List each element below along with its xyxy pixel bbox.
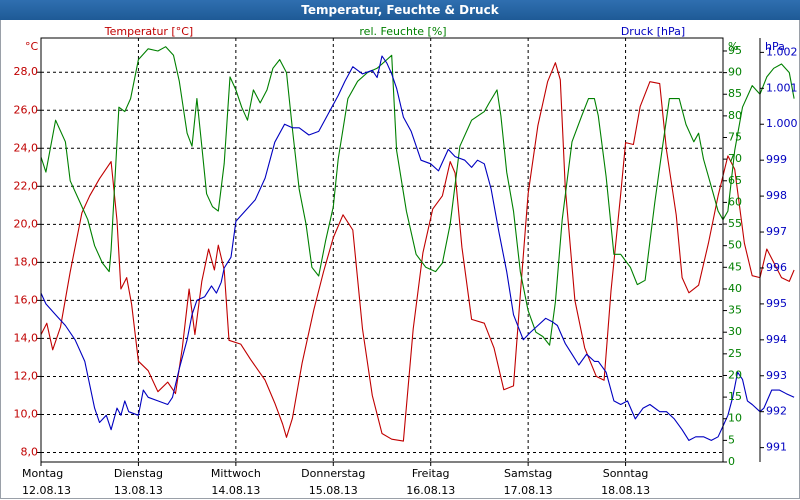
pressure-axis-title: Druck [hPa]	[621, 25, 685, 38]
temperature-tick-label: 26,0	[14, 103, 39, 116]
temperature-tick-label: 10,0	[14, 407, 39, 420]
pressure-tick-label: 994	[766, 333, 787, 346]
humidity-tick-label: 45	[728, 260, 742, 273]
humidity-tick-label: 90	[728, 66, 742, 79]
series-line-pressure	[40, 55, 795, 441]
x-tick-date: 14.08.13	[211, 484, 260, 497]
temperature-tick-label: 16,0	[14, 293, 39, 306]
x-tick-day: Dienstag	[114, 467, 163, 480]
grid	[41, 38, 723, 462]
x-tick-date: 16.08.13	[406, 484, 455, 497]
series-layer	[40, 46, 795, 442]
pressure-unit-label: hPa	[765, 40, 785, 53]
series-line-humidity	[40, 46, 795, 346]
chart-frame: Temperatur [°C] rel. Feuchte [%] Druck […	[0, 20, 800, 499]
temperature-unit-label: °C	[25, 40, 39, 53]
temperature-tick-label: 8,0	[21, 445, 39, 458]
humidity-tick-label: 85	[728, 87, 742, 100]
temperature-tick-label: 28,0	[14, 65, 39, 78]
pressure-tick-label: 999	[766, 153, 787, 166]
humidity-tick-label: 30	[728, 325, 742, 338]
x-tick-date: 12.08.13	[22, 484, 71, 497]
humidity-tick-label: 75	[728, 131, 742, 144]
humidity-ticks: 0 5 10 15 20 25 30 35 40 45 50 55 60 65 70 75 80 85 90 95	[723, 38, 761, 468]
pressure-tick-label: 1.001	[766, 81, 798, 94]
humidity-tick-label: 60	[728, 195, 742, 208]
humidity-tick-label: 80	[728, 109, 742, 122]
window-title: Temperatur, Feuchte & Druck	[0, 0, 800, 20]
plot-border	[40, 37, 724, 463]
temperature-tick-label: 18,0	[14, 255, 39, 268]
x-tick-date: 13.08.13	[114, 484, 163, 497]
humidity-tick-label: 35	[728, 304, 742, 317]
temperature-tick-label: 20,0	[14, 217, 39, 230]
temperature-tick-label: 22,0	[14, 179, 39, 192]
humidity-tick-label: 5	[728, 433, 735, 446]
pressure-tick-label: 1.000	[766, 117, 798, 130]
x-tick-day: Freitag	[412, 467, 450, 480]
chart-svg: Temperatur [°C] rel. Feuchte [%] Druck […	[14, 25, 798, 497]
temperature-tick-label: 14,0	[14, 331, 39, 344]
x-tick-date: 17.08.13	[504, 484, 553, 497]
humidity-tick-label: 20	[728, 368, 742, 381]
pressure-tick-label: 997	[766, 225, 787, 238]
x-tick-day: Mittwoch	[211, 467, 261, 480]
temperature-ticks: 8,0 10,0 12,0 14,0 16,0 18,0 20,0 22,0 24,0 26,0 2…	[14, 65, 41, 458]
x-axis-ticks: Montag 12.08.13 Dienstag 13.08.13 Mittwoch 14…	[22, 462, 650, 497]
x-tick-date: 18.08.13	[601, 484, 650, 497]
humidity-unit-label: %	[728, 40, 738, 53]
pressure-tick-label: 998	[766, 189, 787, 202]
series-line-temperature	[40, 62, 795, 442]
humidity-tick-label: 50	[728, 239, 742, 252]
x-tick-day: Donnerstag	[301, 467, 365, 480]
humidity-tick-label: 25	[728, 347, 742, 360]
pressure-tick-label: 995	[766, 297, 787, 310]
x-tick-date: 15.08.13	[309, 484, 358, 497]
humidity-tick-label: 70	[728, 152, 742, 165]
humidity-tick-label: 15	[728, 390, 742, 403]
pressure-tick-label: 992	[766, 405, 787, 418]
x-tick-day: Sonntag	[603, 467, 649, 480]
humidity-tick-label: 10	[728, 412, 742, 425]
humidity-tick-label: 55	[728, 217, 742, 230]
humidity-axis-title: rel. Feuchte [%]	[359, 25, 446, 38]
humidity-tick-label: 95	[728, 44, 742, 57]
temperature-tick-label: 12,0	[14, 369, 39, 382]
humidity-tick-label: 65	[728, 174, 742, 187]
pressure-tick-label: 1.002	[766, 45, 798, 58]
temperature-tick-label: 24,0	[14, 141, 39, 154]
pressure-tick-label: 996	[766, 261, 787, 274]
humidity-tick-label: 40	[728, 282, 742, 295]
humidity-tick-label: 0	[728, 455, 735, 468]
x-tick-day: Samstag	[504, 467, 552, 480]
pressure-ticks: 991 992 993 994 995 996 997 998 999 1.000 1.001 1.0…	[760, 45, 798, 454]
temperature-axis-title: Temperatur [°C]	[104, 25, 193, 38]
pressure-tick-label: 991	[766, 441, 787, 454]
pressure-tick-label: 993	[766, 369, 787, 382]
x-tick-day: Montag	[22, 467, 63, 480]
